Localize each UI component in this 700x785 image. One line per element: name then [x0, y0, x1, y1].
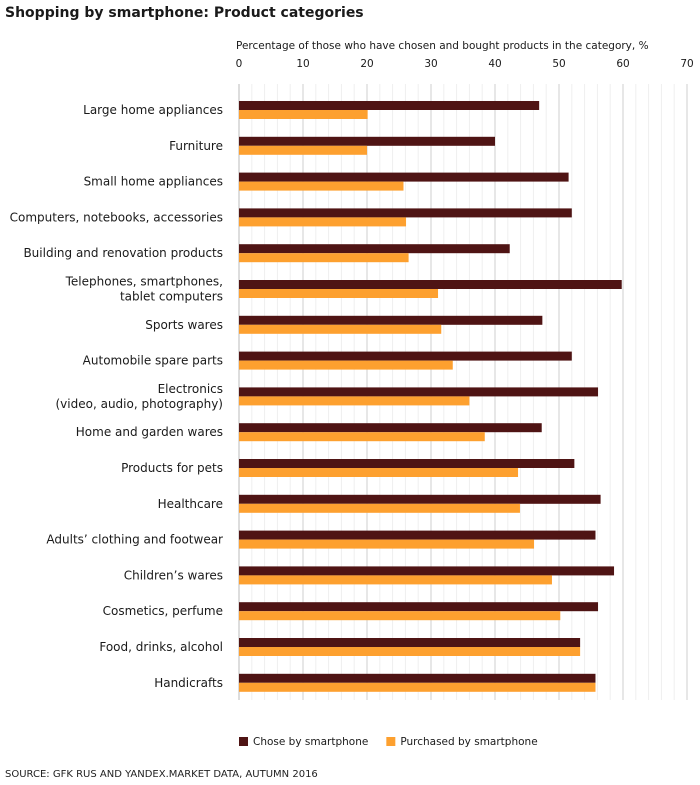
x-tick-label: 60 [616, 58, 629, 70]
bar-chose [239, 208, 572, 218]
category-label: Healthcare [158, 497, 223, 511]
category-label: Large home appliances [83, 103, 223, 117]
x-tick-label: 40 [488, 58, 501, 70]
bar-chose [239, 136, 495, 146]
legend-swatch [386, 737, 396, 746]
category-label: Sports wares [145, 318, 223, 332]
bar-chose [239, 530, 596, 540]
bar-purchased [239, 289, 439, 298]
category-label: (video, audio, photography) [56, 397, 224, 411]
bar-chose [239, 673, 596, 683]
bar-purchased [239, 253, 409, 263]
bar-chose [239, 351, 572, 361]
bar-chose [239, 494, 601, 504]
bar-purchased [239, 145, 367, 155]
category-label: Small home appliances [84, 175, 223, 189]
category-label: Telephones, smartphones, [65, 275, 223, 289]
category-label: Cosmetics, perfume [103, 604, 223, 618]
bar-purchased [239, 360, 453, 370]
bar-purchased [239, 611, 561, 621]
legend-label: Chose by smartphone [253, 736, 368, 748]
bar-purchased [239, 110, 368, 119]
bar-purchased [239, 682, 596, 692]
bar-chose [239, 423, 542, 433]
bar-chose [239, 244, 510, 254]
bar-purchased [239, 647, 581, 656]
legend-swatch [239, 737, 248, 746]
bar-chose [239, 101, 540, 110]
bar-purchased [239, 539, 535, 549]
bar-chose [239, 172, 569, 182]
x-tick-label: 50 [552, 58, 565, 70]
category-label: Automobile spare parts [83, 354, 223, 368]
bar-purchased [239, 181, 404, 191]
bar-chose [239, 459, 575, 468]
chart-title: Shopping by smartphone: Product categori… [5, 5, 364, 21]
bar-chose [239, 602, 599, 612]
bar-purchased [239, 575, 552, 585]
legend-label: Purchased by smartphone [400, 736, 537, 748]
category-label: Home and garden wares [76, 425, 223, 439]
x-tick-label: 10 [296, 58, 309, 70]
source-note: SOURCE: GFK RUS AND YANDEX.MARKET DATA, … [5, 769, 318, 780]
bar-purchased [239, 468, 519, 477]
category-label: Computers, notebooks, accessories [10, 210, 223, 224]
x-axis-title: Percentage of those who have chosen and … [236, 40, 649, 52]
category-label: Products for pets [121, 461, 223, 475]
category-label: Electronics [158, 382, 223, 396]
bar-chose [239, 315, 543, 325]
category-label: Children’s wares [124, 568, 223, 582]
bar-purchased [239, 324, 442, 334]
bar-chose [239, 387, 599, 397]
x-tick-label: 0 [236, 58, 243, 70]
x-tick-label: 20 [360, 58, 373, 70]
bar-purchased [239, 396, 470, 406]
bar-chose [239, 280, 622, 289]
x-tick-label: 70 [680, 58, 693, 70]
category-label: Furniture [169, 139, 223, 153]
category-label: tablet computers [120, 290, 223, 304]
category-label: Building and renovation products [23, 246, 223, 260]
x-tick-label: 30 [424, 58, 437, 70]
bar-purchased [239, 503, 520, 513]
bar-chose [239, 566, 615, 576]
category-label: Adults’ clothing and footwear [46, 533, 223, 547]
category-label: Handicrafts [154, 676, 223, 690]
bar-chose [239, 638, 581, 647]
bar-purchased [239, 217, 407, 227]
bar-purchased [239, 432, 485, 442]
category-label: Food, drinks, alcohol [99, 640, 223, 654]
